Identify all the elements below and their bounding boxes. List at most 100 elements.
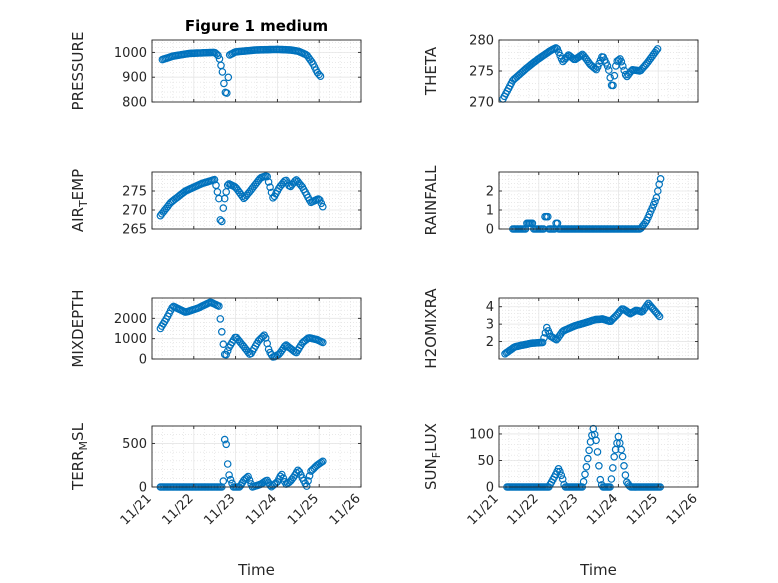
- axes-box: [151, 39, 362, 103]
- x-tick-label: 11/25: [285, 491, 322, 528]
- x-tick-label: 11/21: [118, 491, 155, 528]
- series-markers: [158, 45, 325, 97]
- data-point: [596, 475, 605, 484]
- data-point: [304, 477, 312, 485]
- subplot-mixdepth: 0 1000 2000 MIXDEPTH: [69, 289, 362, 368]
- y-axis-label: PRESSURE: [69, 32, 87, 111]
- data-point: [610, 71, 619, 80]
- data-point: [214, 51, 222, 60]
- series-markers: [499, 44, 662, 103]
- y-axis-label: H2OMIXRA: [422, 288, 440, 369]
- y-axis-label-part: AIR: [69, 207, 87, 232]
- subplot-pressure: 800 900 1000 PRESSURE Figure 1 medium: [69, 17, 362, 111]
- y-tick-label: 1000: [114, 46, 147, 61]
- data-point: [305, 471, 314, 480]
- data-point: [621, 471, 630, 479]
- data-point: [220, 79, 228, 88]
- y-tick-label: 2: [486, 335, 494, 350]
- axes-box: [498, 297, 699, 360]
- data-point: [279, 474, 288, 482]
- axes-box: [151, 425, 362, 488]
- data-point: [213, 188, 222, 196]
- data-point: [226, 475, 235, 484]
- data-point: [593, 448, 602, 456]
- subplot-sun_flux: 0 50 100 11/21 11/22 11/23 11/24 11/25 11/26 Time…: [422, 423, 701, 579]
- series-markers: [156, 298, 327, 361]
- data-point: [581, 470, 589, 479]
- data-point: [653, 45, 662, 53]
- subplot-h2omixra: 2 3 4 H2OMIXRA: [422, 288, 699, 369]
- x-tick-label: 11/21: [465, 491, 502, 528]
- y-axis-label-part: SL: [69, 422, 87, 441]
- data-point: [540, 334, 548, 342]
- data-point: [218, 68, 227, 76]
- data-point: [651, 197, 659, 206]
- y-axis-label: AIRTEMP: [69, 169, 90, 232]
- data-point: [582, 462, 591, 471]
- data-point: [245, 476, 254, 485]
- data-point: [220, 435, 229, 444]
- data-point: [291, 177, 299, 185]
- data-point: [652, 46, 661, 55]
- data-point: [643, 301, 651, 309]
- x-tick-label: 11/24: [584, 491, 621, 528]
- data-point: [318, 202, 327, 211]
- data-point: [225, 471, 233, 479]
- data-point: [223, 347, 232, 355]
- y-tick-label: 275: [469, 65, 494, 80]
- data-point: [316, 72, 325, 81]
- x-tick-label: 11/22: [160, 491, 197, 528]
- x-tick-label: 11/22: [505, 491, 542, 528]
- data-point: [557, 471, 566, 480]
- y-axis-label: TERRMSL: [69, 422, 90, 491]
- data-point: [618, 62, 627, 70]
- data-point: [610, 452, 619, 461]
- data-point: [220, 194, 229, 203]
- data-point: [655, 312, 664, 321]
- series-markers: [501, 299, 664, 358]
- y-axis-label: SUNFLUX: [422, 423, 443, 490]
- data-point: [219, 340, 228, 349]
- y-axis-label-subscript: T: [77, 200, 90, 208]
- data-point: [222, 440, 231, 449]
- data-point: [216, 315, 225, 323]
- data-point: [617, 57, 626, 66]
- data-point: [219, 477, 228, 485]
- data-point: [603, 62, 612, 70]
- axes-box: [151, 171, 362, 230]
- data-point: [617, 445, 626, 454]
- y-axis-label-part: EMP: [69, 169, 87, 200]
- data-point: [577, 51, 585, 60]
- y-axis-label: MIXDEPTH: [69, 289, 87, 367]
- data-point: [618, 452, 627, 461]
- data-point: [223, 89, 231, 97]
- x-tick-label: 11/23: [201, 491, 238, 528]
- y-tick-label: 2000: [114, 312, 147, 327]
- x-tick-label: 11/26: [327, 491, 364, 528]
- data-point: [263, 172, 272, 181]
- data-point: [266, 183, 274, 192]
- data-point: [585, 446, 593, 455]
- y-axis-label-part: TERR: [69, 450, 87, 491]
- y-tick-label: 270: [469, 96, 494, 111]
- y-tick-label: 500: [122, 437, 147, 452]
- y-tick-label: 50: [477, 454, 494, 469]
- subplot-terr_msl: 0 500 11/21 11/22 11/23 11/24 11/25 11/26 Time TE…: [69, 422, 364, 579]
- subplot-theta: 270 275 280 THETA: [422, 34, 699, 111]
- figure-title: Figure 1 medium: [185, 17, 328, 35]
- y-axis-label-part: SUN: [422, 458, 440, 490]
- data-point: [317, 458, 326, 467]
- subplot-air_temp: 265 270 275 AIRTEMP: [69, 169, 362, 238]
- y-axis-label-part: LUX: [422, 423, 440, 452]
- data-point: [216, 216, 225, 224]
- data-point: [609, 81, 617, 90]
- y-tick-label: 2: [486, 185, 494, 200]
- data-point: [318, 338, 327, 347]
- data-point: [302, 482, 311, 490]
- data-point: [611, 62, 620, 70]
- x-axis-label: Time: [579, 561, 617, 579]
- data-point: [654, 311, 663, 319]
- y-tick-label: 1: [486, 204, 494, 219]
